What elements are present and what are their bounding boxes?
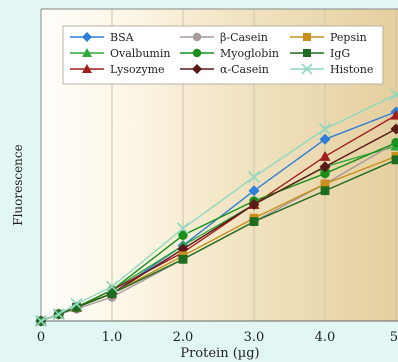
x-tick-label: 5. bbox=[390, 330, 398, 345]
data-point bbox=[391, 155, 398, 165]
x-tick-label: 2.0 bbox=[173, 330, 194, 345]
legend-item: Ovalbumin bbox=[70, 47, 170, 60]
legend: BSA Ovalbumin Lysozyme β-Casein Myoglobin α-C… bbox=[62, 25, 384, 85]
data-point bbox=[389, 88, 398, 101]
data-point bbox=[390, 109, 398, 120]
legend-item: α-Casein bbox=[180, 63, 269, 76]
legend-item: β-Casein bbox=[180, 31, 268, 44]
legend-label: BSA bbox=[110, 31, 135, 44]
data-point bbox=[105, 280, 119, 293]
legend-item: Myoglobin bbox=[180, 47, 279, 60]
data-point bbox=[248, 185, 260, 197]
data-point bbox=[247, 170, 261, 184]
legend-marker bbox=[82, 64, 92, 73]
data-point bbox=[319, 161, 331, 173]
legend-label: α-Casein bbox=[220, 63, 269, 76]
legend-label: Pepsin bbox=[330, 31, 367, 44]
data-point bbox=[107, 289, 117, 298]
data-point bbox=[319, 133, 331, 145]
legend-label: β-Casein bbox=[220, 31, 268, 44]
legend-marker bbox=[303, 49, 311, 57]
legend-item: BSA bbox=[70, 31, 135, 44]
y-axis-label: Fluorescence bbox=[11, 144, 25, 226]
legend-marker bbox=[82, 32, 92, 42]
legend-marker bbox=[301, 63, 313, 75]
x-tick-label: 0 bbox=[37, 330, 45, 345]
data-point bbox=[390, 123, 398, 135]
legend-box bbox=[62, 25, 384, 85]
legend-label: Myoglobin bbox=[220, 47, 279, 60]
legend-label: Histone bbox=[330, 63, 373, 76]
series-group bbox=[34, 88, 398, 328]
series-Histone bbox=[34, 88, 398, 328]
data-point bbox=[249, 217, 259, 226]
data-point bbox=[70, 297, 83, 310]
data-point bbox=[72, 302, 81, 312]
legend-label: IgG bbox=[330, 47, 350, 60]
legend-item: Histone bbox=[290, 63, 373, 76]
legend-marker bbox=[82, 48, 92, 57]
legend-item: Pepsin bbox=[290, 31, 367, 44]
legend-marker bbox=[303, 33, 311, 41]
data-point bbox=[320, 186, 330, 196]
data-point bbox=[320, 179, 330, 189]
series-line bbox=[40, 94, 397, 322]
x-axis-label: Protein (µg) bbox=[180, 346, 259, 361]
data-point bbox=[248, 198, 260, 210]
data-point bbox=[178, 230, 188, 240]
data-point bbox=[52, 308, 65, 321]
legend-marker bbox=[192, 64, 202, 74]
data-point bbox=[34, 314, 48, 328]
x-tick-labels: 0 1.0 2.0 3.0 4.0 5. bbox=[37, 330, 398, 345]
legend-item: Lysozyme bbox=[70, 63, 165, 76]
x-tick-label: 1.0 bbox=[102, 330, 123, 345]
data-point bbox=[320, 168, 330, 179]
legend-label: Ovalbumin bbox=[110, 47, 170, 60]
legend-item: IgG bbox=[290, 47, 350, 60]
data-point bbox=[318, 122, 332, 136]
legend-marker bbox=[192, 32, 202, 42]
data-point bbox=[176, 222, 190, 235]
data-point bbox=[178, 254, 188, 264]
data-point bbox=[319, 150, 331, 161]
legend-marker bbox=[192, 48, 202, 58]
x-tick-label: 3.0 bbox=[244, 330, 265, 345]
x-tick-label: 4.0 bbox=[315, 330, 336, 345]
legend-label: Lysozyme bbox=[110, 63, 165, 76]
data-point bbox=[391, 138, 398, 148]
